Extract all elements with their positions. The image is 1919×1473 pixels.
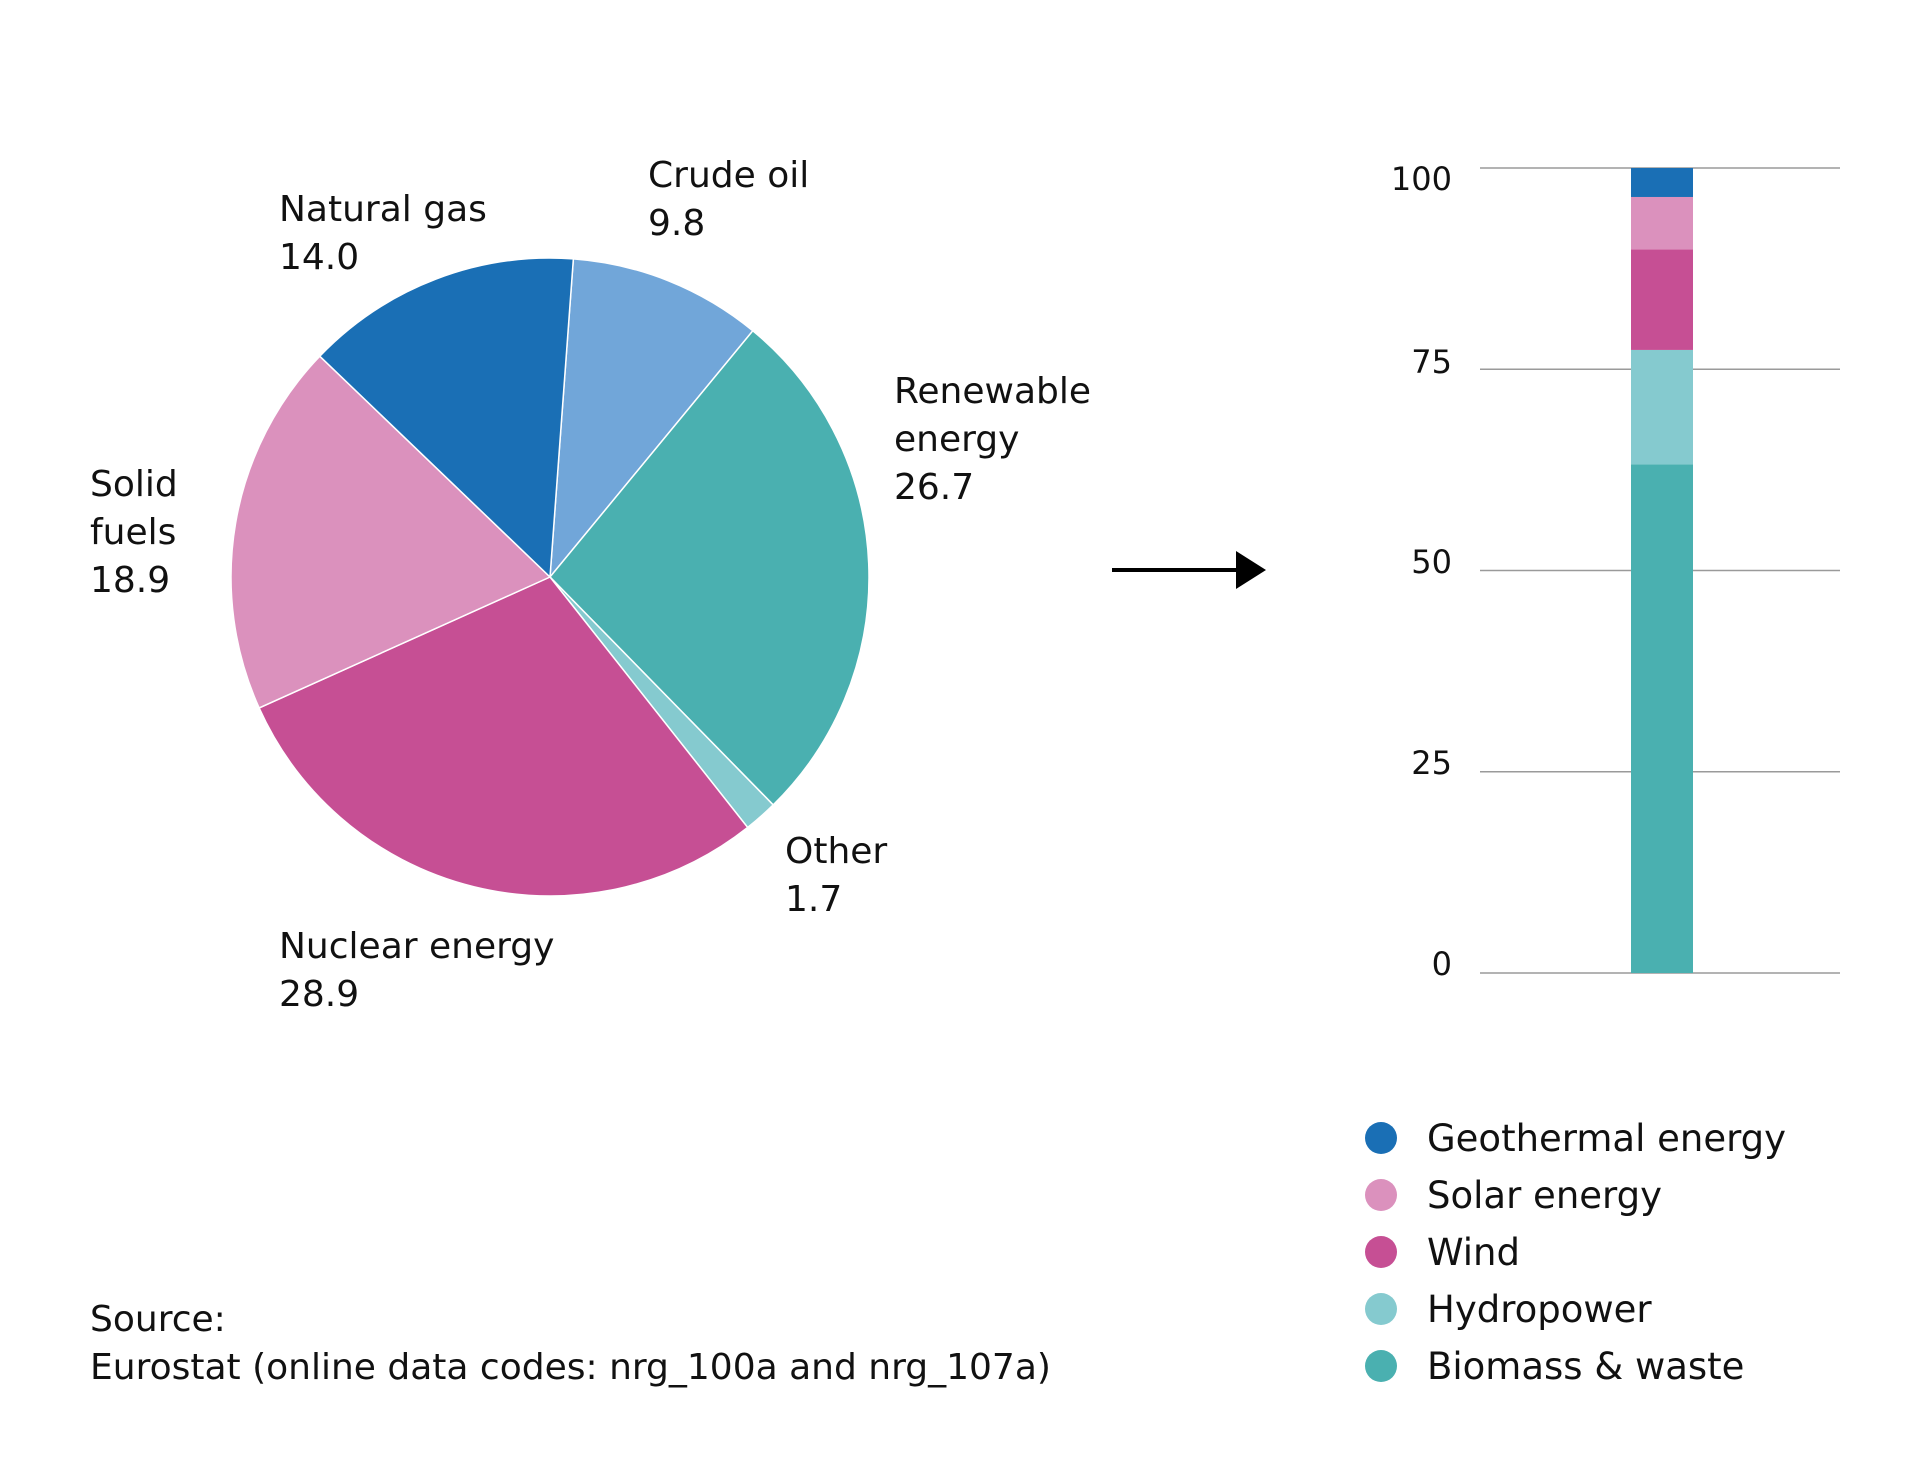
bar-segment-hydropower [1631, 349, 1693, 465]
pie-slice-renewable-energy [548, 329, 870, 806]
legend-swatch [1365, 1293, 1397, 1325]
legend-label: Geothermal energy [1427, 1116, 1787, 1160]
slice-label: Other [785, 831, 888, 872]
slice-label: Renewable [894, 371, 1092, 412]
legend-item-hydropower: Hydropower [1365, 1287, 1652, 1331]
slice-label: fuels [90, 512, 177, 553]
bar-segment-biomass-waste [1631, 464, 1693, 973]
pie-label-solid-fuels: Solid fuels 18.9 [90, 461, 178, 605]
source-text: Eurostat (online data codes: nrg_100a an… [90, 1347, 1051, 1388]
source-title: Source: [90, 1299, 226, 1340]
pie-slice-solid-fuels [230, 355, 552, 709]
bar-segment-solar-energy [1631, 196, 1693, 250]
arrow-icon [1112, 551, 1266, 589]
legend-label: Wind [1427, 1230, 1520, 1274]
slice-value: 1.7 [785, 879, 843, 920]
pie-slice-nuclear-energy [258, 576, 749, 897]
legend-label: Hydropower [1427, 1287, 1652, 1331]
slice-label: energy [894, 419, 1020, 460]
pie-label-crude-oil: Crude oil 9.8 [648, 152, 809, 248]
pie-slice-crude-oil [549, 258, 754, 580]
legend-label: Solar energy [1427, 1173, 1662, 1217]
slice-value: 18.9 [90, 560, 171, 601]
bar-segment-geothermal-energy [1631, 168, 1693, 197]
legend-item-solar: Solar energy [1365, 1173, 1662, 1217]
pie-label-nuclear: Nuclear energy 28.9 [279, 923, 554, 1019]
slice-label: Nuclear energy [279, 926, 555, 967]
y-tick-50: 50 [1411, 543, 1452, 581]
y-tick-75: 75 [1411, 343, 1452, 381]
slice-value: 26.7 [894, 467, 975, 508]
legend-swatch [1365, 1236, 1397, 1268]
legend-swatch [1365, 1122, 1397, 1154]
legend-swatch [1365, 1179, 1397, 1211]
y-tick-25: 25 [1411, 744, 1452, 782]
pie-label-renewable: Renewable energy 26.7 [894, 368, 1091, 512]
legend-item-geothermal: Geothermal energy [1365, 1116, 1787, 1160]
y-tick-0: 0 [1431, 945, 1452, 983]
source-note: Source: Eurostat (online data codes: nrg… [90, 1296, 1051, 1392]
slice-label: Natural gas [279, 189, 487, 230]
y-tick-100: 100 [1390, 160, 1452, 198]
pie-label-natural-gas: Natural gas 14.0 [279, 186, 487, 282]
pie-slice-natural-gas [318, 257, 575, 579]
slice-label: Crude oil [648, 155, 810, 196]
pie-chart [230, 257, 870, 897]
legend-item-wind: Wind [1365, 1230, 1520, 1274]
legend-swatch [1365, 1350, 1397, 1382]
legend-label: Biomass & waste [1427, 1344, 1745, 1388]
bar-segment-wind [1631, 249, 1693, 350]
slice-label: Solid [90, 464, 178, 505]
slice-value: 9.8 [648, 203, 706, 244]
legend-item-biomass: Biomass & waste [1365, 1344, 1745, 1388]
slice-value: 14.0 [279, 237, 360, 278]
stacked-bar [1631, 168, 1693, 973]
pie-label-other: Other 1.7 [785, 828, 887, 924]
slice-value: 28.9 [279, 974, 360, 1015]
